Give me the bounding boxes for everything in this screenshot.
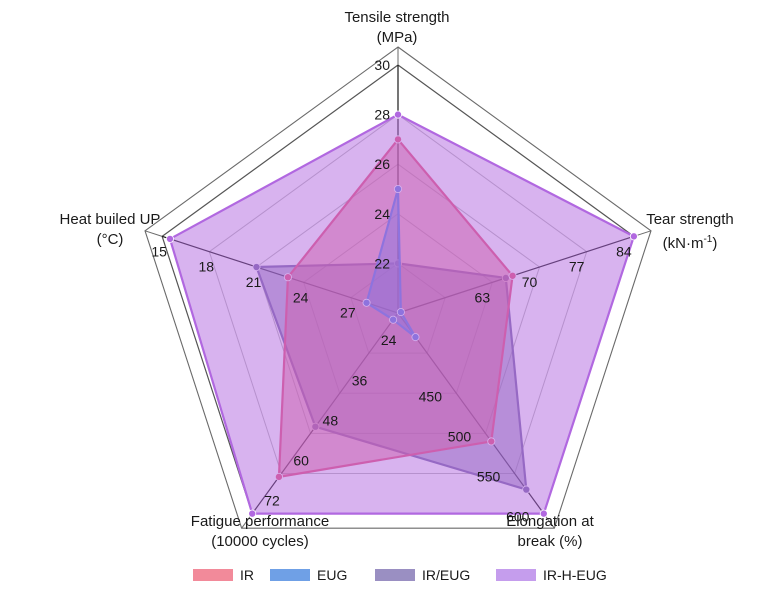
axis-title-fatigue-line2: (10000 cycles) (211, 533, 309, 550)
tick-label-tear: 63 (475, 289, 491, 305)
axis-title-elongation: Elongation at break (%) (450, 512, 650, 552)
axis-title-tear-unit-exp: -1 (703, 234, 713, 245)
legend-swatch-eug (270, 569, 310, 581)
tick-label-elongation: 600 (506, 509, 530, 525)
axis-title-tensile-line2: (MPa) (376, 29, 418, 46)
series-ir-h-eug-area (168, 113, 635, 515)
tick-label-fatigue: 36 (352, 372, 368, 388)
tick-label-fatigue: 24 (381, 332, 397, 348)
tick-label-heat: 21 (246, 274, 262, 290)
series-point (629, 232, 638, 241)
axis-title-fatigue: Fatigue performance (10000 cycles) (150, 512, 370, 552)
legend-item-ir-h-eug: IR-H-EUG (496, 564, 607, 586)
tick-label-fatigue: 72 (264, 493, 280, 509)
axis-title-tear-line1: Tear strength (646, 211, 734, 228)
axis-title-heat-line2: (°C) (96, 231, 124, 248)
tick-labels: 22 24 26 28 30 63 70 77 84 450 500 550 600 24 36 48 60 72… (151, 57, 632, 525)
legend-swatch-ir-h-eug (496, 569, 536, 581)
legend-item-ir-eug: IR/EUG (375, 564, 470, 586)
axis-title-tear-unit: (kN·m (662, 235, 704, 252)
tick-label-fatigue: 48 (323, 412, 339, 428)
axis-title-tensile: Tensile strength (MPa) (291, 8, 503, 48)
series-point (248, 509, 257, 518)
series-point (166, 234, 175, 243)
axis-title-fatigue-line1: Fatigue performance (190, 513, 330, 530)
tick-label-heat: 15 (151, 243, 167, 259)
series-point (393, 110, 402, 119)
tick-label-tensile: 28 (374, 107, 390, 123)
legend: IR EUG IR/EUG IR-H-EUG (0, 564, 782, 586)
series-layer (166, 110, 638, 518)
axis-title-elongation-line1: Elongation at (506, 513, 594, 530)
legend-label-eug: EUG (317, 567, 348, 583)
axis-title-elongation-line2: break (%) (517, 533, 583, 550)
axis-title-tensile-line1: Tensile strength (344, 9, 450, 26)
tick-label-heat: 18 (199, 259, 215, 275)
tick-label-fatigue: 60 (293, 453, 309, 469)
legend-item-eug: EUG (270, 564, 347, 586)
axis-title-heat-line1: Heat builed UP (59, 211, 161, 228)
tick-label-tensile: 24 (374, 206, 390, 222)
tick-label-tear: 70 (522, 274, 538, 290)
axis-title-tear-unit-close: ) (712, 235, 718, 252)
tick-label-tear: 84 (616, 243, 632, 259)
tick-label-elongation: 550 (477, 469, 501, 485)
radar-frame-corner (144, 230, 163, 237)
tick-label-tensile: 30 (374, 57, 390, 73)
legend-swatch-ir (193, 569, 233, 581)
legend-item-ir: IR (193, 564, 254, 586)
axis-title-tear-line2: (kN·m-1) (615, 230, 765, 254)
tick-label-elongation: 450 (419, 388, 443, 404)
axis-title-heat: Heat builed UP (°C) (30, 210, 190, 250)
tick-label-heat: 27 (340, 305, 356, 321)
legend-label-ir-eug: IR/EUG (422, 567, 471, 583)
series-point (539, 509, 548, 518)
tick-label-elongation: 500 (448, 428, 472, 444)
legend-swatch-ir-eug (375, 569, 415, 581)
tick-label-tensile: 22 (374, 255, 390, 271)
axis-title-tear: Tear strength (kN·m-1) (615, 210, 765, 254)
legend-label-ir-h-eug: IR-H-EUG (543, 567, 607, 583)
tick-label-tensile: 26 (374, 156, 390, 172)
tick-label-tear: 77 (569, 259, 585, 275)
tick-label-heat: 24 (293, 289, 309, 305)
legend-label-ir: IR (240, 567, 254, 583)
